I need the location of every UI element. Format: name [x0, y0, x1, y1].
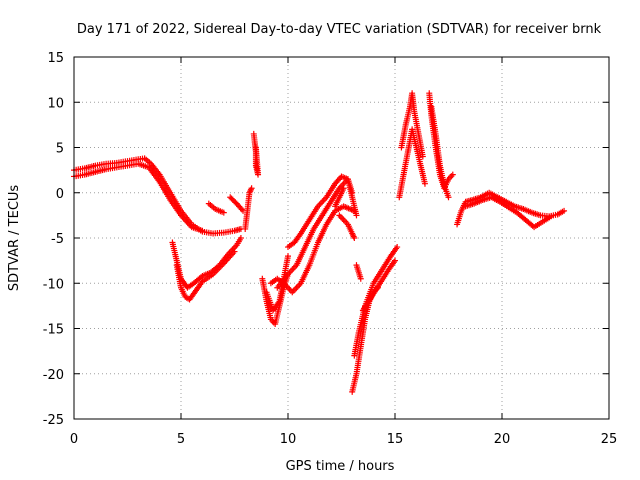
- data-point: [394, 244, 401, 251]
- data-point: [449, 171, 456, 178]
- data-point: [421, 180, 428, 187]
- x-tick-label: 20: [494, 432, 511, 447]
- x-tick-label: 15: [387, 432, 404, 447]
- data-point: [237, 235, 244, 241]
- y-tick-label: -5: [51, 232, 64, 247]
- data-point: [220, 209, 227, 216]
- grid: [74, 57, 609, 419]
- y-tick-label: -25: [43, 413, 64, 428]
- y-tick-label: 15: [47, 51, 64, 66]
- data-point: [351, 235, 358, 241]
- y-tick-label: 5: [56, 142, 64, 157]
- x-tick-label: 5: [177, 432, 185, 447]
- data-point: [231, 248, 238, 255]
- data-point: [353, 212, 360, 219]
- data-point: [392, 257, 398, 264]
- x-tick-label: 25: [601, 432, 618, 447]
- y-tick-label: 10: [47, 96, 64, 111]
- data-point: [445, 194, 452, 201]
- chart-title: Day 171 of 2022, Sidereal Day-to-day VTE…: [77, 22, 602, 37]
- data-point: [419, 153, 426, 160]
- data-series: [71, 90, 568, 395]
- x-axis-label: GPS time / hours: [286, 459, 395, 474]
- data-point: [548, 213, 555, 220]
- x-tick-label: 10: [280, 432, 297, 447]
- y-tick-label: -10: [43, 277, 64, 292]
- data-point: [199, 227, 206, 234]
- y-tick-label: -20: [43, 368, 64, 383]
- y-tick-label: 0: [56, 187, 64, 202]
- axis-ticks: 0 5 10 15 20 25 15 10 5 0 -5 -10 -15 -20 -25: [43, 51, 618, 447]
- data-point: [248, 185, 255, 192]
- y-tick-label: -15: [43, 323, 64, 338]
- data-point: [285, 253, 291, 260]
- data-point: [357, 275, 364, 282]
- data-point: [561, 207, 568, 214]
- data-point: [252, 144, 259, 151]
- y-axis-label: SDTVAR / TECUs: [7, 185, 22, 292]
- x-tick-label: 0: [70, 432, 78, 447]
- data-point: [340, 185, 347, 192]
